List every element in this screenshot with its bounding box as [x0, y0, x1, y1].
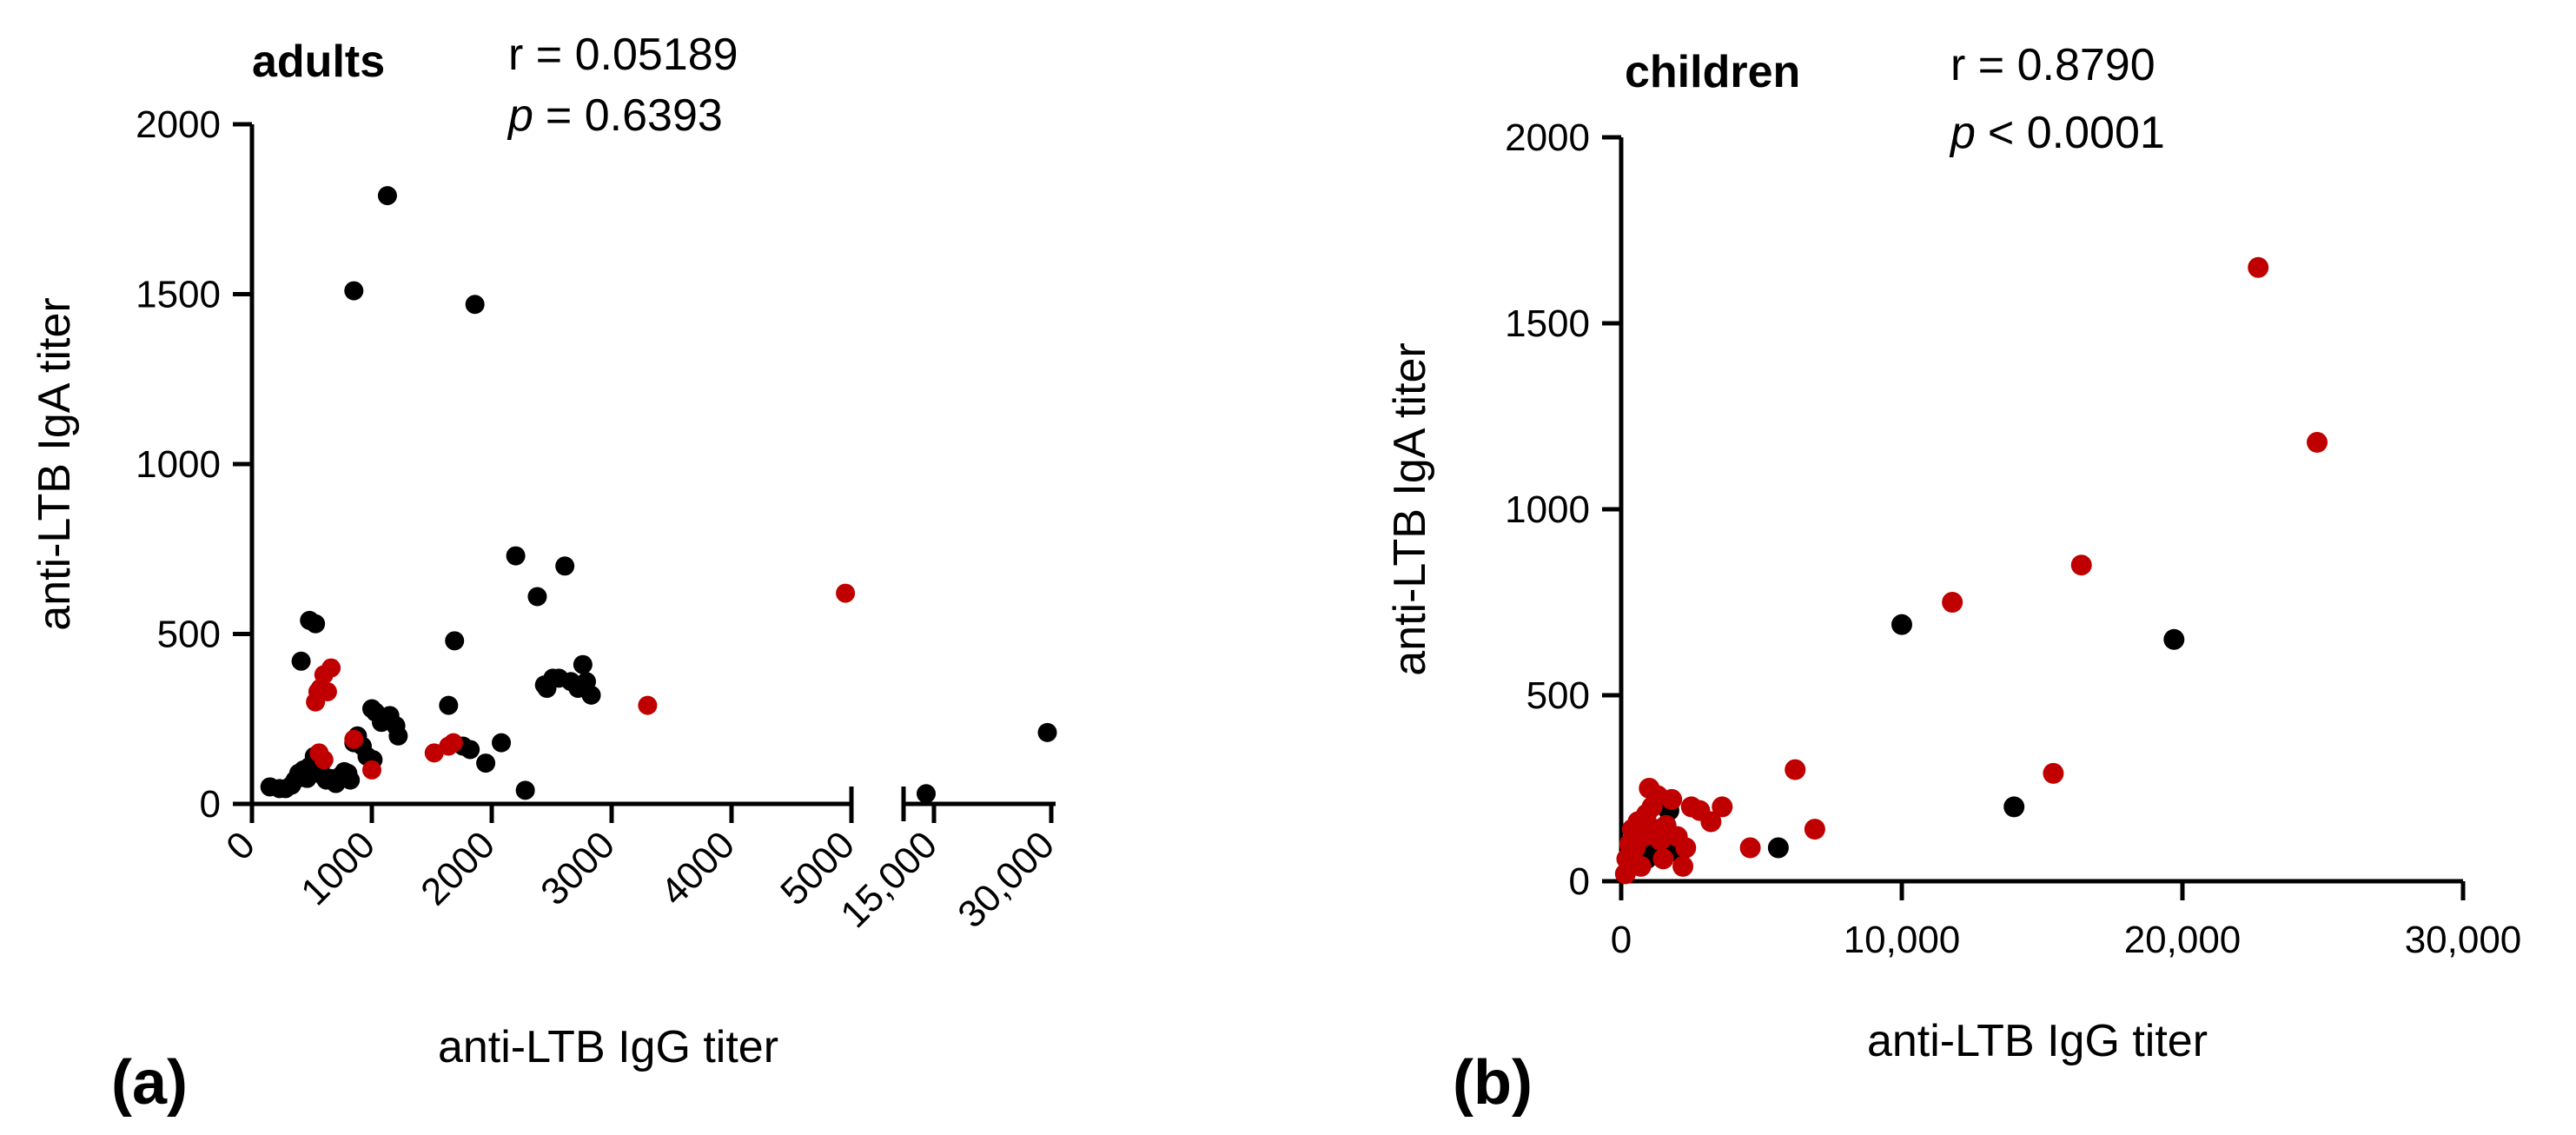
panel-a-x-tick-label: 0	[218, 823, 263, 868]
panel-a-y-tick-label: 500	[157, 614, 221, 656]
panel-a-data-point-red	[362, 760, 381, 780]
panel-b-letter: (b)	[1453, 1048, 1533, 1118]
panel-b-data-point-red	[2043, 762, 2064, 784]
panel-b-data-point-red	[1672, 855, 1694, 877]
panel-b-x-ticks: 0 10,000 20,000 30,000	[1611, 881, 2522, 961]
panel-a-x-tick-label: 3000	[533, 823, 623, 913]
panel-b-y-tick-label: 2000	[1505, 116, 1590, 159]
panel-a-data-point-black	[306, 614, 326, 634]
panel-a-data-point-black	[581, 685, 601, 705]
panel-a-x-tick-label: 30,000	[950, 823, 1063, 936]
panel-b-y-tick-label: 1000	[1505, 488, 1590, 531]
panel-b-data-point-red	[2248, 256, 2269, 278]
panel-a-data-point-black	[492, 733, 512, 753]
panel-b-data-point-black	[2163, 628, 2185, 650]
panel-a-points	[260, 186, 1057, 804]
panel-b-title: children	[1625, 47, 1800, 97]
panel-a-data-point-red	[321, 658, 341, 678]
panel-b-data-point-black	[1891, 614, 1912, 635]
panel-a-y-tick-label: 0	[200, 783, 221, 826]
panel-b-data-point-red	[1700, 811, 1722, 833]
panel-b-x-tick-label: 10,000	[1844, 919, 1961, 961]
panel-b-y-label: anti-LTB IgA titer	[1385, 342, 1435, 675]
panel-a-y-label: anti-LTB IgA titer	[30, 297, 80, 630]
panel-a-data-point-black	[515, 780, 535, 800]
panel-b-data-point-red	[1630, 855, 1652, 877]
panel-a-data-point-black	[476, 753, 496, 773]
panel-b-stat-p: p < 0.0001	[1949, 108, 2165, 158]
panel-a-data-point-black	[506, 546, 526, 566]
panel-b-x-label: anti-LTB IgG titer	[1867, 1016, 2208, 1066]
panel-a-x-label: anti-LTB IgG titer	[438, 1022, 778, 1072]
panel-b-data-point-red	[1804, 819, 1825, 840]
panel-a-data-point-red	[424, 743, 444, 763]
panel-a-data-point-red	[443, 733, 463, 753]
panel-adults: adults r = 0.05189 p = 0.6393 0 500 1000 150…	[30, 30, 1063, 1118]
panel-b-data-point-red	[1739, 837, 1761, 859]
panel-b-stat-r: r = 0.8790	[1950, 40, 2155, 90]
panel-b-data-point-red	[1942, 592, 1963, 613]
panel-a-data-point-black	[917, 784, 936, 804]
panel-b-y-ticks: 0 500 1000 1500 2000	[1505, 116, 1621, 903]
panel-a-data-point-black	[341, 770, 361, 790]
panel-a-x-tick-label: 2000	[413, 823, 503, 913]
panel-b-y-tick-label: 1500	[1505, 302, 1590, 345]
panel-b-y-tick-label: 0	[1569, 860, 1590, 903]
panel-children: children r = 0.8790 p < 0.0001 0 500 1000 15…	[1385, 40, 2521, 1118]
panel-a-stat-p-symbol: p	[507, 90, 533, 141]
panel-b-x-tick-label: 0	[1611, 919, 1632, 961]
panel-a-y-tick-label: 2000	[136, 103, 221, 146]
panel-a-data-point-black	[460, 740, 480, 760]
panel-a-data-point-black	[344, 281, 364, 301]
panel-b-x-tick-label: 20,000	[2124, 919, 2242, 961]
panel-a-data-point-red	[344, 729, 364, 749]
panel-a-data-point-red	[638, 695, 658, 715]
panel-a-stat-r: r = 0.05189	[508, 30, 738, 80]
panel-b-data-point-red	[2307, 431, 2328, 453]
panel-a-data-point-red	[314, 750, 334, 770]
panel-a-y-tick-label: 1500	[136, 274, 221, 316]
panel-b-points	[1614, 256, 2328, 885]
panel-a-data-point-black	[388, 726, 408, 746]
panel-a-data-point-red	[317, 681, 337, 701]
panel-a-data-point-black	[445, 631, 465, 651]
panel-b-x-tick-label: 30,000	[2405, 919, 2522, 961]
panel-b-stat-p-value: < 0.0001	[1988, 108, 2165, 158]
panel-a-data-point-black	[555, 556, 575, 576]
panel-a-data-point-black	[1037, 722, 1057, 742]
panel-b-data-point-red	[1675, 837, 1697, 859]
panel-a-x-tick-label: 1000	[293, 823, 383, 913]
panel-b-stat-p-symbol: p	[1949, 108, 1976, 158]
panel-a-data-point-red	[836, 583, 856, 603]
panel-a-letter: (a)	[111, 1048, 188, 1118]
panel-a-stat-p: p = 0.6393	[507, 90, 723, 141]
panel-b-data-point-red	[1652, 848, 1674, 870]
panel-b-data-point-red	[2070, 554, 2092, 576]
panel-b-data-point-black	[2003, 796, 2025, 818]
panel-a-y-tick-label: 1000	[136, 443, 221, 486]
panel-a-x-tick-label: 4000	[652, 823, 743, 913]
panel-a-stat-p-value: = 0.6393	[546, 90, 723, 141]
panel-b-data-point-black	[1767, 837, 1789, 859]
panel-a-title: adults	[252, 37, 385, 87]
panel-b-data-point-red	[1712, 796, 1733, 818]
panel-a-data-point-black	[573, 654, 593, 674]
panel-a-data-point-black	[377, 186, 397, 206]
panel-a-data-point-black	[291, 651, 311, 671]
panel-b-data-point-red	[1785, 759, 1806, 780]
panel-b-y-tick-label: 500	[1526, 674, 1590, 717]
panel-b-data-point-red	[1661, 788, 1683, 810]
panel-a-y-ticks: 0 500 1000 1500 2000	[136, 103, 252, 826]
panel-a-data-point-black	[439, 695, 459, 715]
panel-a-data-point-black	[465, 295, 485, 315]
panel-a-data-point-black	[527, 587, 547, 607]
